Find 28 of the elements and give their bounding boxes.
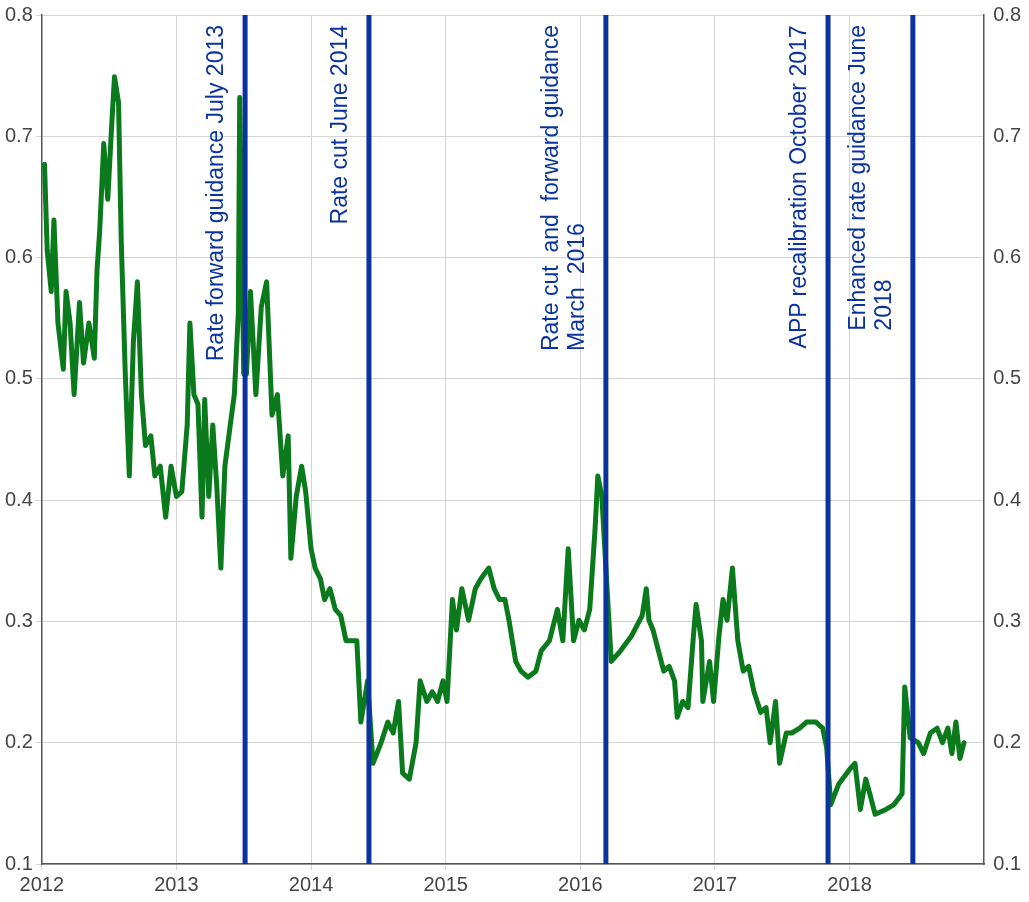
ref-line-label: Rate cut June 2014 xyxy=(326,24,353,225)
y2-tick-label: 0.2 xyxy=(993,730,1022,753)
y-tick-label: 0.4 xyxy=(4,487,33,510)
y2-tick-label: 0.5 xyxy=(993,366,1022,389)
x-tick-label: 2017 xyxy=(692,872,738,895)
y-tick-label: 0.8 xyxy=(4,2,33,25)
x-tick-label: 2015 xyxy=(423,872,468,895)
ref-line-label: Rate forward guidance July 2013 xyxy=(202,25,229,362)
y2-tick-label: 0.3 xyxy=(993,608,1022,631)
x-tick-label: 2014 xyxy=(288,872,334,895)
y-tick-label: 0.3 xyxy=(4,608,33,631)
y-tick-label: 0.6 xyxy=(4,245,33,268)
y2-tick-label: 0.6 xyxy=(993,245,1022,268)
x-tick-label: 2013 xyxy=(154,872,199,895)
ref-line-label: Enhanced rate guidance June 2018 xyxy=(844,24,897,331)
y2-tick-label: 0.4 xyxy=(993,487,1022,510)
y-tick-label: 0.2 xyxy=(4,730,33,753)
y2-tick-label: 0.7 xyxy=(993,123,1022,146)
y-tick-label: 0.1 xyxy=(4,851,33,874)
ref-line-label: Rate cut and forward guidance March 2016 xyxy=(537,24,590,352)
x-tick-label: 2012 xyxy=(19,872,65,895)
ref-line-label: APP recalibration October 2017 xyxy=(785,25,812,349)
y-tick-label: 0.7 xyxy=(4,123,33,146)
x-tick-label: 2018 xyxy=(827,872,872,895)
y-tick-label: 0.5 xyxy=(4,366,33,389)
x-tick-label: 2016 xyxy=(558,872,603,895)
y2-tick-label: 0.1 xyxy=(993,851,1022,874)
y2-tick-label: 0.8 xyxy=(993,2,1022,25)
